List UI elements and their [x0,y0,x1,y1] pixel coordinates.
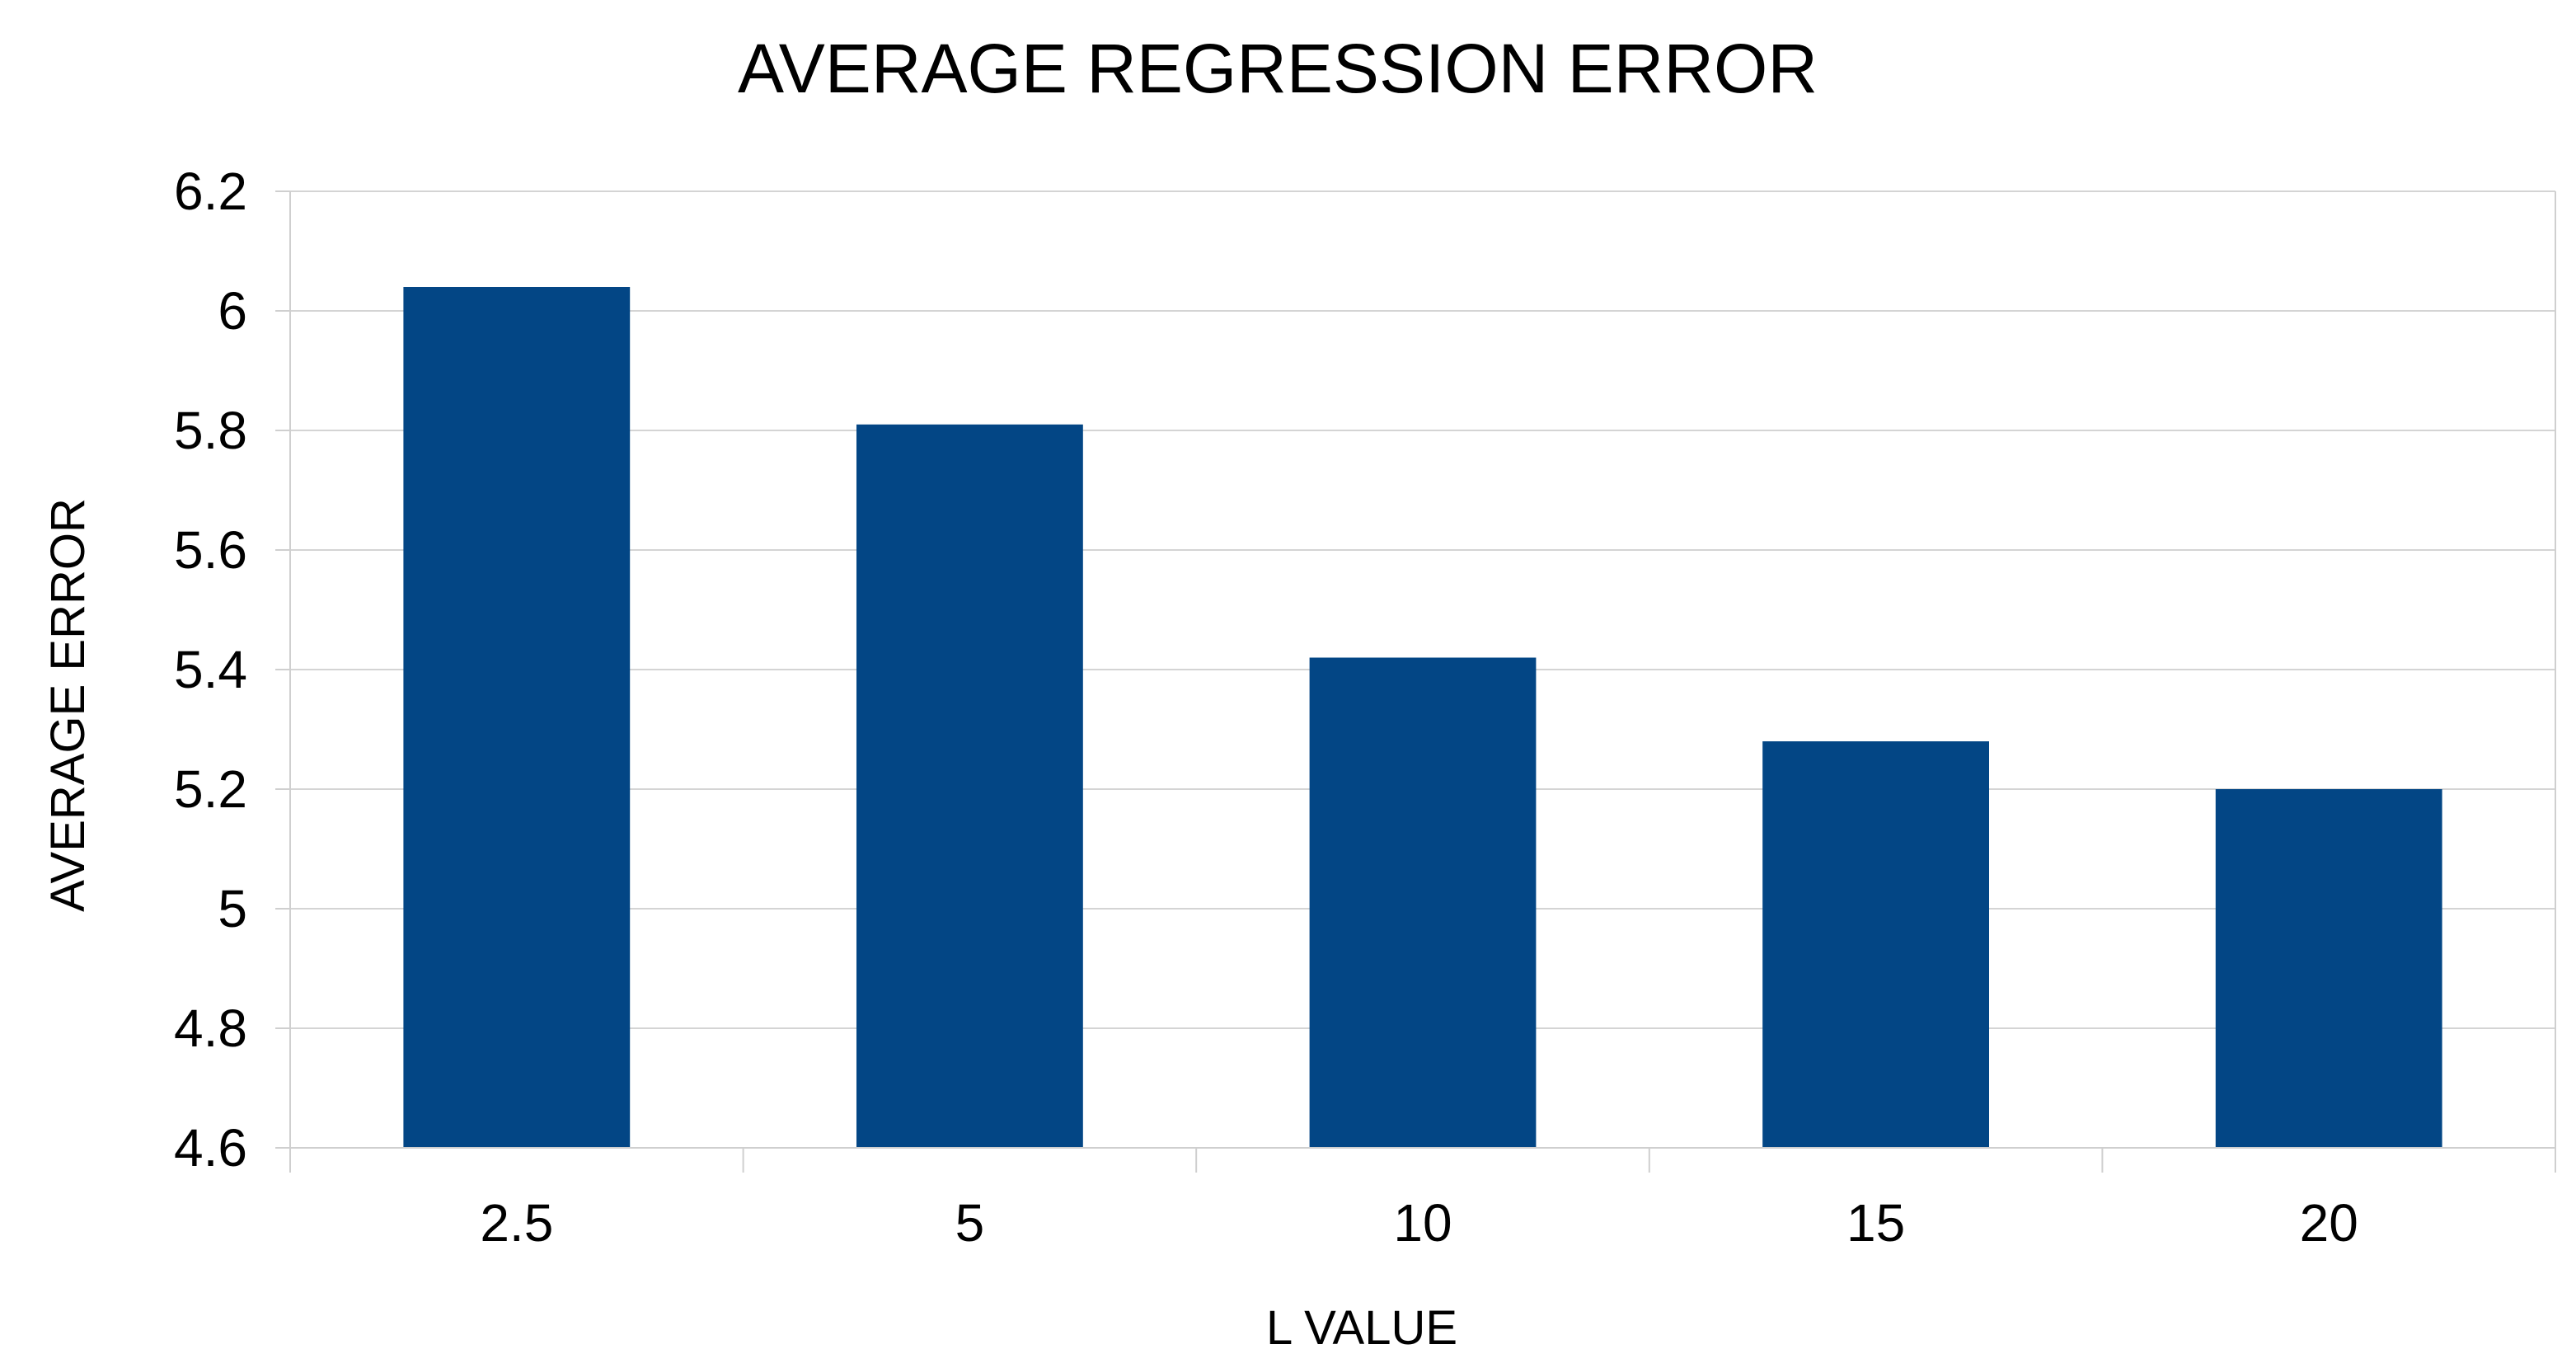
x-tick-label: 15 [1846,1193,1905,1253]
y-tick-label: 6 [218,281,247,341]
y-axis-title: AVERAGE ERROR [41,498,95,912]
bar-10 [1309,657,1537,1148]
y-tick-label: 5.4 [174,640,247,699]
y-tick-label: 5.2 [174,759,247,819]
x-tick-label: 10 [1393,1193,1452,1253]
y-tick-label: 5 [218,879,247,938]
x-tick-label: 20 [2300,1193,2358,1253]
y-tick-labels: 4.6 4.8 5 5.2 5.4 5.6 5.8 6 6.2 [174,162,247,1178]
bars [403,287,2442,1148]
x-tick-label: 2.5 [480,1193,553,1253]
axes [289,191,2556,1173]
y-tick-label: 5.8 [174,401,247,460]
bar-2.5 [403,287,631,1148]
chart-title: AVERAGE REGRESSION ERROR [738,30,1818,107]
x-axis-title: L VALUE [1266,1301,1457,1355]
x-tick-label: 5 [955,1193,985,1253]
bar-5 [856,424,1083,1148]
y-tick-label: 4.6 [174,1118,247,1178]
y-tick-label: 5.6 [174,520,247,580]
bar-20 [2215,789,2442,1148]
y-tick-label: 6.2 [174,162,247,221]
x-tick-labels: 2.5 5 10 15 20 [480,1193,2358,1253]
y-tick-label: 4.8 [174,999,247,1058]
bar-15 [1762,741,1989,1148]
